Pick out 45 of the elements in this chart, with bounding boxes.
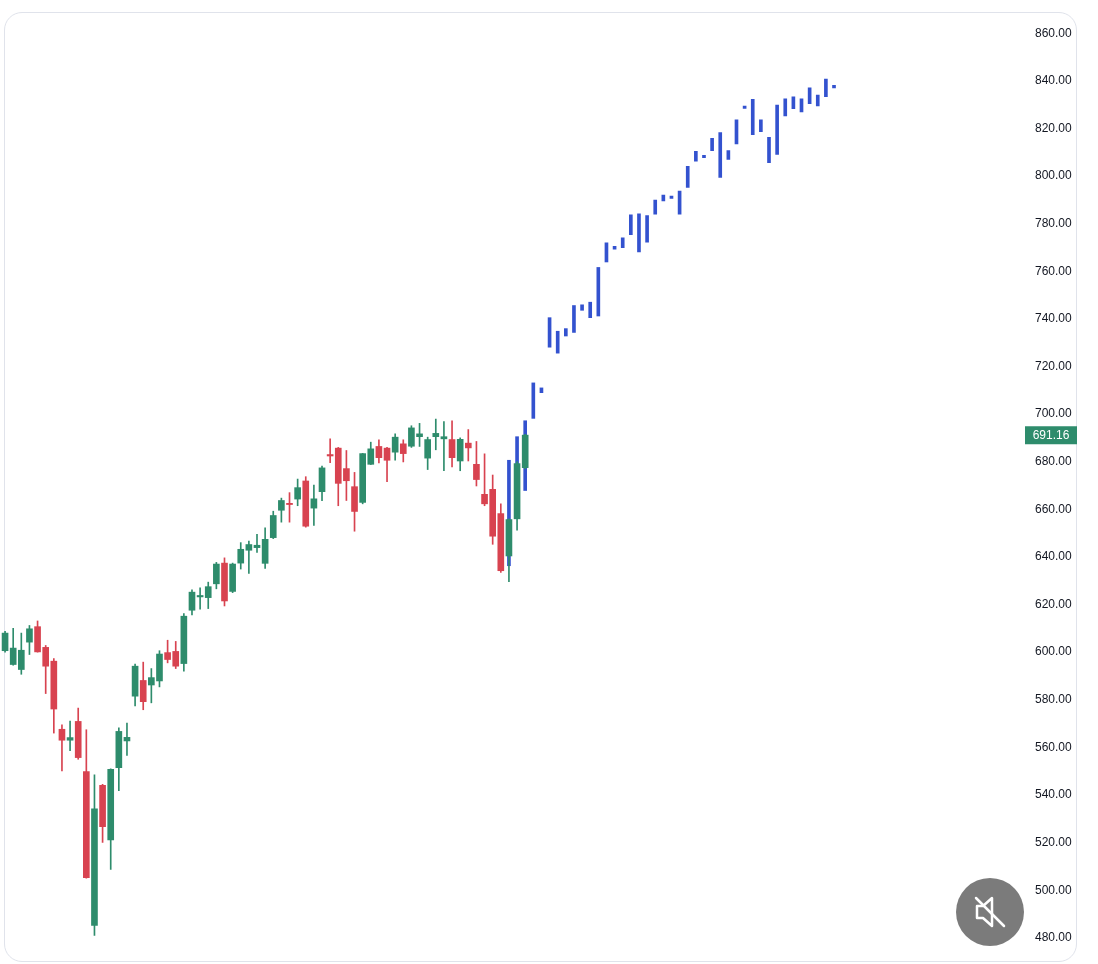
bar (767, 136, 771, 164)
bar (637, 213, 641, 253)
bar (572, 305, 576, 333)
y-tick-label: 500.00 (1035, 882, 1073, 897)
y-tick-label: 820.00 (1035, 120, 1073, 135)
y-tick-label: 640.00 (1035, 549, 1073, 564)
y-tick-label: 580.00 (1035, 692, 1073, 707)
bar (580, 304, 584, 311)
bar (718, 132, 723, 178)
y-tick-label: 520.00 (1035, 834, 1073, 849)
y-tick-label: 760.00 (1035, 263, 1073, 278)
bar (832, 85, 836, 89)
bar (775, 104, 779, 155)
y-tick-label: 800.00 (1035, 168, 1073, 183)
y-tick-label: 840.00 (1035, 73, 1073, 88)
y-tick-label: 540.00 (1035, 787, 1073, 802)
bar (620, 237, 625, 249)
y-tick-label: 480.00 (1035, 930, 1073, 945)
bar (702, 154, 706, 159)
y-tick-label: 620.00 (1035, 596, 1073, 611)
y-tick-label: 660.00 (1035, 501, 1073, 516)
bar (783, 98, 788, 117)
y-tick-label: 740.00 (1035, 311, 1073, 326)
bar (685, 165, 690, 188)
y-tick-label: 780.00 (1035, 215, 1073, 230)
bar (645, 215, 649, 243)
bar (815, 94, 820, 107)
bar (710, 138, 714, 151)
bar (564, 328, 568, 337)
bar (629, 214, 633, 235)
bar (824, 78, 828, 98)
text: 691.16 (1032, 427, 1070, 442)
bar (694, 150, 698, 162)
y-tick-label: 860.00 (1035, 25, 1073, 40)
bar (555, 330, 560, 354)
y-tick-label: 700.00 (1035, 406, 1073, 421)
y-tick-label: 720.00 (1035, 358, 1073, 373)
y-tick-label: 680.00 (1035, 454, 1073, 469)
bar (759, 119, 763, 133)
y-tick-label: 600.00 (1035, 644, 1073, 659)
bar (750, 99, 755, 135)
bar (653, 199, 658, 215)
bar (588, 301, 593, 318)
bar (531, 382, 536, 419)
y-tick-label: 560.00 (1035, 739, 1073, 754)
